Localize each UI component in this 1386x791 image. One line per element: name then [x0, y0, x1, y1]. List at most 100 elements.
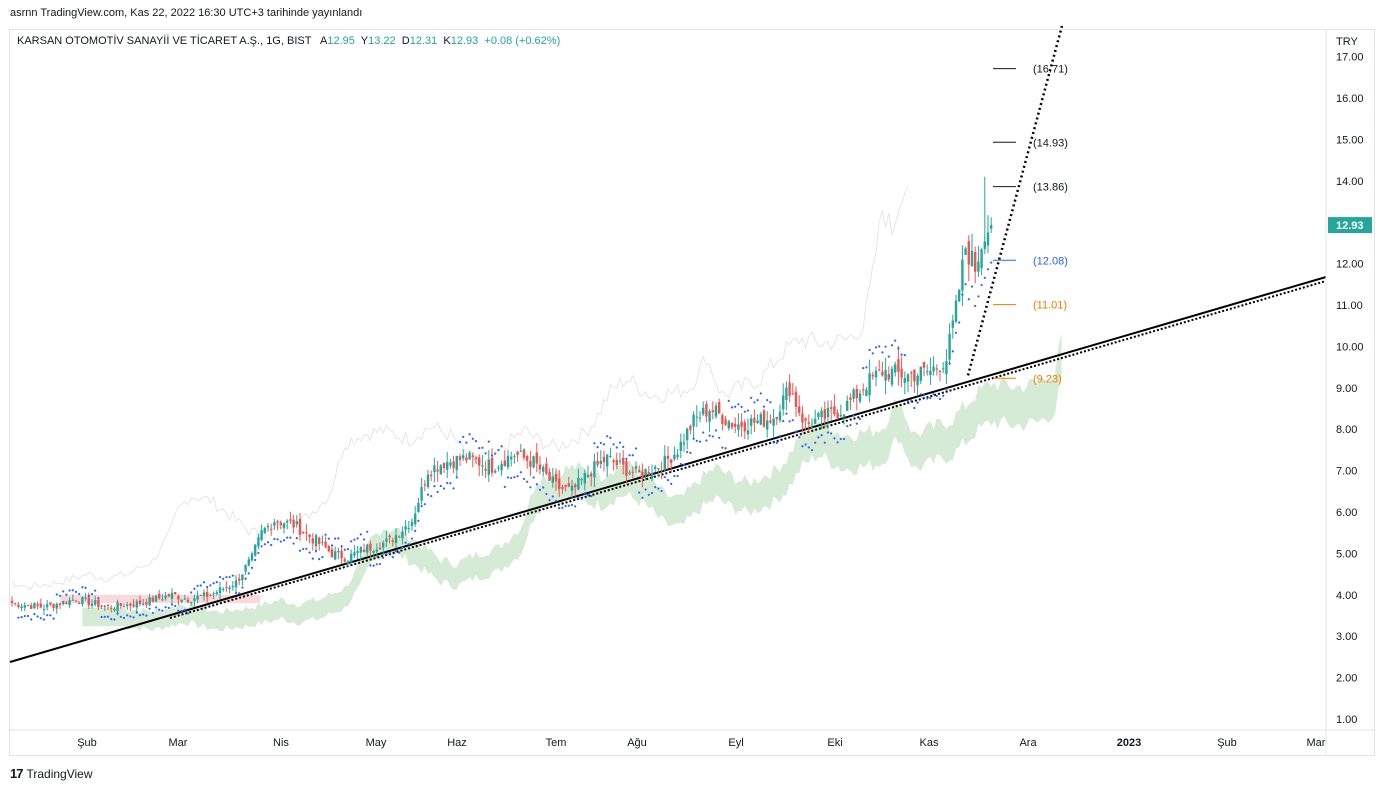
candle-body	[932, 366, 935, 372]
candle-body	[750, 418, 753, 426]
candle-body	[734, 423, 737, 427]
candle-body	[535, 452, 538, 464]
sar-dot	[94, 589, 97, 592]
candle-body	[481, 465, 484, 467]
symbol-name[interactable]: KARSAN OTOMOTİV SANAYİİ VE TİCARET A.Ş.,…	[17, 35, 312, 47]
sar-dot	[814, 441, 817, 444]
tradingview-logo-text: TradingView	[26, 766, 93, 781]
sar-dot	[705, 439, 708, 442]
candle-body	[174, 591, 177, 595]
sar-dot	[638, 491, 641, 494]
sar-dot	[218, 575, 222, 579]
axes: TRY 1.00 2.00 3.00 4.00 5.00 6.00 7.00 8.00 9.00 1…	[10, 30, 1375, 755]
projection-trendline	[966, 25, 1064, 376]
candle-body	[94, 600, 97, 605]
sar-dot	[423, 503, 426, 506]
candle-body	[154, 595, 158, 602]
price-tick-label: 4.00	[1336, 590, 1357, 602]
candle-body	[17, 604, 20, 607]
sar-dot	[596, 446, 599, 449]
tradingview-logo[interactable]: 17 TradingView	[10, 766, 93, 781]
sar-dot	[926, 397, 929, 400]
candle-body	[516, 451, 519, 455]
sar-dot	[385, 552, 388, 556]
candle-body	[759, 414, 762, 425]
candle-body	[830, 407, 833, 409]
sar-dot	[721, 446, 724, 449]
candle-body	[276, 521, 279, 523]
sar-dot	[414, 529, 417, 532]
candle-body	[634, 466, 638, 470]
sar-dot	[190, 591, 193, 594]
candle-body	[407, 528, 410, 530]
candle-body	[990, 225, 993, 229]
sar-dot	[372, 564, 375, 567]
sar-dot	[126, 614, 129, 617]
candle-body	[110, 607, 113, 609]
candle-body	[71, 599, 74, 601]
candle-body	[215, 592, 218, 595]
time-tick-label: Tem	[546, 737, 567, 749]
sar-dot	[785, 412, 788, 415]
sar-dot	[500, 445, 503, 448]
candle-body	[724, 419, 727, 425]
candle-body	[254, 544, 257, 556]
sar-dot	[478, 447, 481, 450]
candle-body	[519, 450, 522, 452]
candle-body	[529, 460, 532, 467]
candle-body	[666, 455, 670, 459]
candle-body	[49, 602, 52, 605]
candle-body	[785, 387, 788, 400]
sar-dot	[503, 485, 506, 488]
candle-body	[593, 461, 596, 478]
fib-levels: (16.71) (14.93) (13.86) (12.08) (11.01) (9.23…	[993, 64, 1068, 385]
candle-body	[570, 485, 574, 491]
open-value: 12.95	[327, 35, 355, 47]
candle-body	[772, 418, 775, 426]
candle-body	[164, 595, 167, 599]
sar-dot	[750, 396, 753, 400]
sar-dot	[714, 429, 718, 432]
sar-dot	[103, 615, 106, 618]
sar-dot	[958, 321, 961, 324]
sar-dot	[215, 581, 218, 584]
candle-body	[23, 605, 26, 608]
sar-dot	[734, 405, 737, 408]
sar-dot	[903, 354, 906, 357]
candle-body	[820, 410, 823, 418]
time-tick-label: Nis	[273, 737, 289, 749]
sar-dot	[362, 538, 366, 541]
sar-dot	[676, 474, 679, 478]
candle-body	[942, 368, 945, 370]
candle-body	[142, 603, 145, 605]
candle-body	[894, 364, 897, 373]
sar-dot	[289, 536, 292, 539]
sar-dot	[295, 537, 298, 540]
sar-dot	[337, 537, 340, 540]
candle-body	[638, 469, 641, 473]
candle-body	[865, 389, 868, 396]
sar-dot	[695, 439, 698, 442]
time-tick-label: Eyl	[728, 737, 743, 749]
candle-body	[138, 600, 142, 605]
candle-body	[897, 359, 900, 372]
candle-body	[641, 471, 644, 479]
sar-dot	[666, 478, 670, 482]
candle-body	[353, 552, 356, 556]
sar-dot	[942, 394, 945, 397]
sar-dot	[154, 606, 158, 609]
sar-dot	[225, 576, 228, 579]
sar-dot	[849, 423, 852, 427]
sar-dot	[452, 487, 455, 490]
candle-body	[833, 406, 836, 415]
candle-body	[286, 520, 289, 523]
candle-body	[180, 599, 183, 602]
candle-body	[212, 593, 215, 595]
candle-body	[644, 469, 647, 476]
candle-body	[782, 395, 785, 410]
sar-dot	[522, 477, 526, 481]
sar-dot	[778, 434, 782, 438]
candle-body	[737, 424, 740, 430]
sar-dot	[276, 538, 279, 541]
